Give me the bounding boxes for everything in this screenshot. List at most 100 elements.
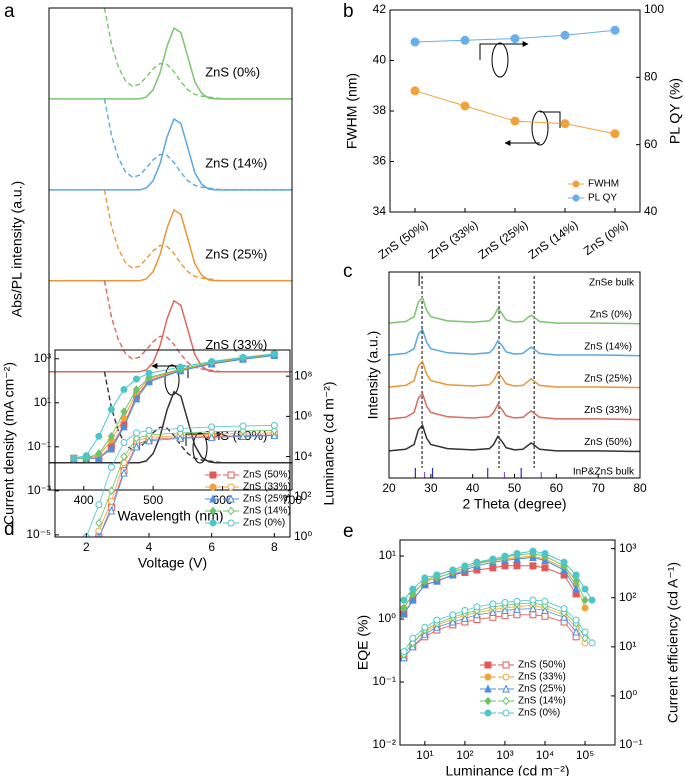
marker (489, 555, 497, 563)
y-axis-label: Intensity (a.u.) (365, 331, 381, 420)
x-tick-label: 50 (508, 481, 522, 495)
marker (95, 432, 103, 440)
marker (588, 639, 596, 647)
series-line (389, 296, 640, 325)
annotation-arrow (479, 43, 500, 60)
x-axis-label: 2 Theta (degree) (462, 496, 566, 512)
marker (400, 603, 408, 613)
axes-frame (399, 539, 616, 746)
marker (541, 605, 549, 614)
x-tick-label: ZnS (0%) (581, 218, 631, 259)
series-line (103, 371, 292, 464)
series-line (49, 208, 292, 282)
marker (400, 648, 408, 656)
series-line (103, 280, 292, 373)
marker (409, 585, 417, 593)
series-line (103, 8, 292, 100)
series-line (403, 614, 577, 658)
reference-label: ZnSe bulk (589, 278, 635, 289)
marker (572, 571, 580, 579)
marker (120, 386, 128, 394)
marker (400, 609, 408, 618)
marker (449, 566, 457, 574)
x-tick-label: 400 (74, 493, 94, 507)
series-label: ZnS (0%) (205, 64, 260, 79)
y2-tick-label: 10¹ (619, 639, 636, 653)
marker (560, 558, 568, 566)
panel-label: d (4, 519, 15, 540)
series-label: ZnS (25%) (584, 373, 632, 384)
marker (107, 506, 116, 515)
marker (208, 358, 216, 366)
marker (208, 423, 216, 431)
marker (176, 433, 185, 442)
marker (132, 375, 140, 383)
marker (541, 549, 549, 557)
marker (107, 405, 115, 413)
y-tick-label: 40 (373, 53, 387, 67)
marker (433, 571, 441, 579)
y2-tick-label: 10⁻¹ (619, 737, 643, 751)
series-line (49, 26, 292, 100)
series-label: ZnS (14%) (205, 155, 267, 170)
reference-label: InP&ZnS bulk (573, 467, 635, 478)
marker (610, 129, 620, 139)
x-tick-label: 10² (456, 748, 473, 762)
y2-tick-label: 10⁶ (294, 409, 312, 423)
marker (581, 633, 589, 643)
x-axis-label: Voltage (V) (138, 555, 207, 571)
y-tick-label: 10⁰ (378, 611, 396, 625)
marker (489, 607, 497, 617)
y2-axis-label: Luminance (cd m⁻²) (321, 381, 337, 505)
marker (501, 598, 509, 606)
series-line (403, 550, 593, 601)
y-tick-label: 10¹ (34, 395, 51, 409)
marker (513, 562, 521, 570)
marker (270, 422, 278, 430)
x-tick-label: 600 (213, 493, 233, 507)
marker (70, 454, 78, 462)
marker (513, 597, 521, 605)
marker (227, 483, 235, 491)
marker (95, 449, 103, 458)
marker (513, 549, 521, 557)
series-line (389, 423, 640, 453)
y-tick-label: 36 (373, 154, 387, 168)
marker (460, 101, 470, 111)
marker (581, 604, 589, 612)
marker (410, 37, 420, 47)
y-axis-label: Abs/PL intensity (a.u.) (9, 181, 25, 317)
annotation-arrow (540, 111, 561, 128)
x-tick-label: ZnS (50%) (376, 218, 431, 262)
x-tick-label: 10⁵ (576, 748, 594, 762)
marker (120, 422, 128, 431)
series-line (389, 391, 640, 421)
panel-label: e (343, 521, 354, 542)
series-line (103, 189, 292, 282)
marker (107, 486, 116, 496)
y-axis-label: EQE (%) (355, 615, 371, 670)
marker (209, 494, 217, 503)
legend-label: ZnS (50%) (243, 470, 291, 481)
marker (461, 613, 469, 622)
marker (209, 483, 217, 491)
y-tick-label: 10⁻¹ (27, 439, 51, 453)
series-line (85, 425, 275, 537)
marker (421, 623, 429, 631)
x-tick-label: 70 (591, 481, 605, 495)
series-line (49, 117, 292, 191)
marker (502, 661, 510, 669)
marker (489, 564, 497, 572)
marker (473, 558, 481, 566)
legend-label: ZnS (14%) (518, 696, 566, 707)
marker (560, 612, 568, 621)
legend-label: ZnS (50%) (518, 660, 566, 671)
marker (120, 407, 128, 416)
marker (502, 684, 510, 693)
marker (239, 422, 247, 430)
marker (239, 353, 247, 361)
x-tick-label: ZnS (14%) (526, 218, 581, 262)
x-tick-label: ZnS (33%) (426, 218, 481, 262)
marker (145, 369, 153, 377)
marker (145, 436, 153, 445)
